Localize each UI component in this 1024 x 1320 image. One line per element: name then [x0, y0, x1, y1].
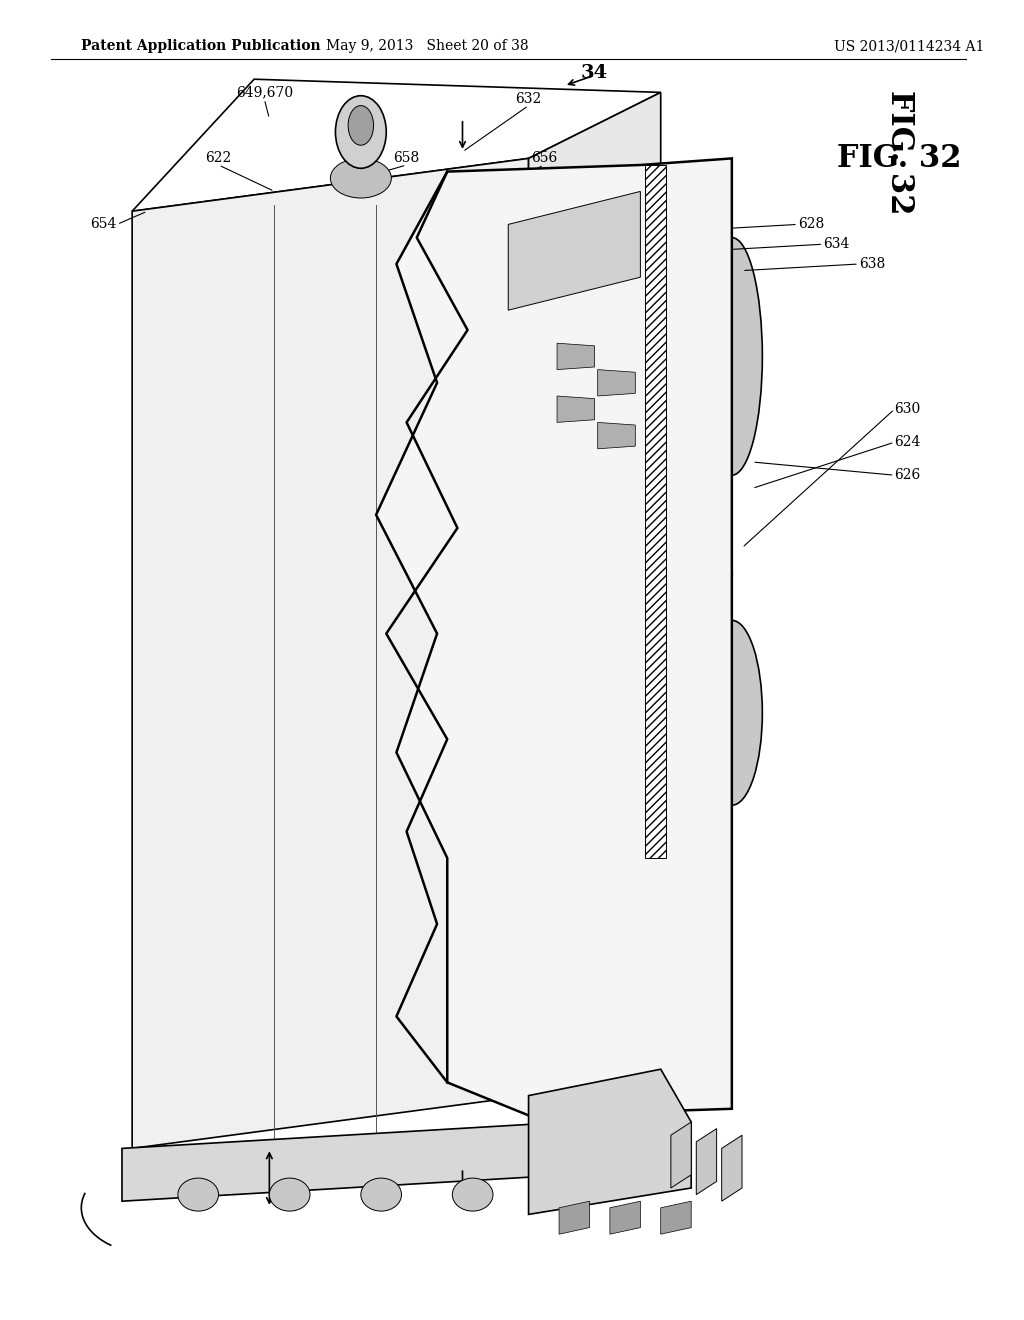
Ellipse shape [336, 96, 386, 168]
Text: 654: 654 [90, 218, 117, 231]
Text: 638: 638 [859, 257, 885, 271]
Polygon shape [557, 343, 595, 370]
Text: 634: 634 [823, 238, 850, 251]
Ellipse shape [453, 1177, 493, 1212]
Polygon shape [122, 1115, 681, 1201]
Polygon shape [557, 396, 595, 422]
Text: 33: 33 [449, 222, 476, 240]
Text: May 9, 2013   Sheet 20 of 38: May 9, 2013 Sheet 20 of 38 [326, 40, 528, 53]
Text: 34: 34 [581, 63, 608, 82]
Text: 630: 630 [895, 403, 921, 416]
Polygon shape [671, 1122, 691, 1188]
Polygon shape [598, 422, 635, 449]
Ellipse shape [269, 1177, 310, 1212]
Text: 626: 626 [895, 469, 921, 482]
Polygon shape [559, 1201, 590, 1234]
Polygon shape [598, 370, 635, 396]
Polygon shape [528, 92, 660, 1102]
Text: 622: 622 [206, 150, 231, 165]
Text: Patent Application Publication: Patent Application Publication [81, 40, 321, 53]
Text: FIG. 32: FIG. 32 [838, 143, 962, 174]
Polygon shape [132, 158, 528, 1148]
Polygon shape [376, 158, 732, 1115]
Text: 624: 624 [895, 436, 921, 449]
Text: 658: 658 [393, 150, 420, 165]
Polygon shape [660, 1201, 691, 1234]
Polygon shape [528, 1069, 691, 1214]
Text: 656: 656 [530, 150, 557, 165]
Polygon shape [722, 1135, 742, 1201]
Ellipse shape [178, 1177, 218, 1212]
Ellipse shape [701, 620, 762, 805]
Text: 632: 632 [515, 91, 542, 106]
Polygon shape [645, 165, 666, 858]
Ellipse shape [701, 238, 762, 475]
Text: 649,670: 649,670 [236, 84, 293, 99]
Text: 628: 628 [798, 218, 824, 231]
Polygon shape [696, 1129, 717, 1195]
Text: 34: 34 [536, 380, 562, 399]
Ellipse shape [360, 1177, 401, 1212]
Polygon shape [508, 191, 640, 310]
Text: FIG. 32: FIG. 32 [884, 90, 915, 214]
Polygon shape [610, 1201, 640, 1234]
Ellipse shape [348, 106, 374, 145]
Text: US 2013/0114234 A1: US 2013/0114234 A1 [834, 40, 984, 53]
Ellipse shape [331, 158, 391, 198]
Text: 33: 33 [449, 664, 476, 682]
